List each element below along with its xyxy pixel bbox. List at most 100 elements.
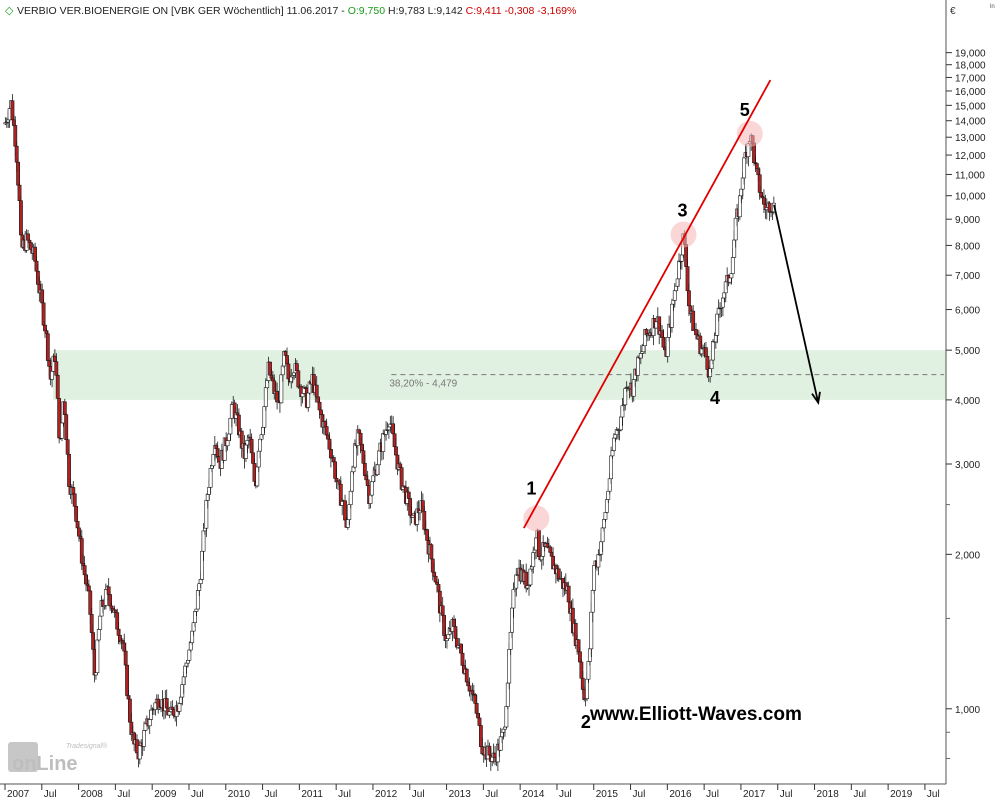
y-tick-label: 1,000 xyxy=(955,705,980,716)
x-tick-label: Jul xyxy=(927,789,940,800)
y-tick-label: 14,000 xyxy=(955,117,986,128)
y-tick-label: 17,000 xyxy=(955,73,986,84)
header-open: O:9,750 xyxy=(348,5,386,17)
y-tick-label: 2,000 xyxy=(955,550,980,561)
support-zone-layer: 38,20% - 4,479 xyxy=(53,350,946,400)
wave-highlight-circle xyxy=(736,120,763,147)
x-tick-label: 2011 xyxy=(301,789,323,800)
x-tick-label: 2014 xyxy=(522,789,545,800)
y-tick-label: 9,000 xyxy=(955,215,980,226)
candle-body xyxy=(194,608,199,612)
projection-arrow-head xyxy=(811,391,821,406)
candle-body xyxy=(19,200,23,236)
x-tick-label: Jul xyxy=(485,789,498,800)
x-tick-label: 2012 xyxy=(375,789,398,800)
x-tick-label: 2013 xyxy=(449,789,472,800)
candle-body xyxy=(504,706,509,728)
candle-body xyxy=(109,605,114,609)
y-tick-label: 8,000 xyxy=(955,241,980,252)
x-tick-label: Jul xyxy=(117,789,130,800)
x-tick-label: Jul xyxy=(559,789,572,800)
candle-body xyxy=(636,356,640,376)
x-tick-label: Jul xyxy=(191,789,204,800)
y-tick-label: 13,000 xyxy=(955,133,986,144)
wave-label-2: 2 xyxy=(581,712,591,732)
x-tick-label: 2015 xyxy=(596,789,619,800)
candle-layer xyxy=(3,94,776,771)
candle-body xyxy=(609,455,614,480)
candle-body xyxy=(394,446,398,456)
tradesignal-watermark: Tradesignal® onLine xyxy=(8,742,108,775)
fib-level-label: 38,20% - 4,479 xyxy=(389,379,457,390)
y-axis: 1,000 2,000 3,000 4,000 5,000 6,000 7,000 8,000… xyxy=(946,49,986,760)
chart-header: VERBIO VER.BIOENERGIE ON [VBK GER Wöchen… xyxy=(17,5,576,17)
candle-body xyxy=(350,471,355,492)
candle-body xyxy=(514,574,519,589)
candle-body xyxy=(96,629,101,641)
x-tick-label: 2008 xyxy=(81,789,104,800)
projection-arrow-line xyxy=(773,204,820,403)
candle-body xyxy=(730,257,735,274)
candle-body xyxy=(263,387,268,407)
y-tick-label: 18,000 xyxy=(955,61,986,72)
candle-body xyxy=(258,438,263,452)
candle-body xyxy=(16,161,21,186)
x-tick-label: 2007 xyxy=(7,789,30,800)
x-tick-label: Jul xyxy=(44,789,57,800)
candle-body xyxy=(537,529,541,558)
candle-body xyxy=(429,544,434,560)
y-tick-label: 6,000 xyxy=(955,306,980,317)
candle-body xyxy=(348,490,353,505)
diamond-marker-icon: ◇ xyxy=(5,5,14,17)
x-tick-label: 2009 xyxy=(154,789,177,800)
candle-body xyxy=(377,450,381,466)
watermark-badge xyxy=(8,742,38,772)
candle-body xyxy=(54,361,59,376)
candle-body xyxy=(147,719,152,727)
wave-label-4: 4 xyxy=(710,388,720,408)
candle-body xyxy=(548,546,553,553)
candle-body xyxy=(142,730,146,747)
website-label: www.Elliott-Waves.com xyxy=(589,704,802,725)
candle-body xyxy=(511,589,516,609)
x-tick-label: Jul xyxy=(633,789,646,800)
log-scale-mark: ln xyxy=(990,4,995,10)
y-tick-label: 7,000 xyxy=(955,271,980,282)
header-high-low: H:9,783 L:9,142 xyxy=(385,5,466,17)
y-tick-label: 12,000 xyxy=(955,151,986,162)
candle-body xyxy=(50,371,54,380)
x-tick-label: 2018 xyxy=(817,789,840,800)
y-tick-label: 16,000 xyxy=(955,87,986,98)
x-tick-label: 2010 xyxy=(228,789,251,800)
candle-body xyxy=(177,703,182,712)
wave-label-5: 5 xyxy=(740,100,750,120)
candle-body xyxy=(64,414,69,441)
candle-body xyxy=(72,493,77,507)
candle-body xyxy=(754,163,759,170)
header-prefix: VERBIO VER.BIOENERGIE ON [VBK GER Wöchen… xyxy=(17,5,348,17)
x-tick-label: Jul xyxy=(338,789,351,800)
candle-body xyxy=(711,340,715,361)
y-tick-label: 19,000 xyxy=(955,49,986,60)
overlay-layer: 1 2 3 4 5 xyxy=(523,79,821,732)
candle-body xyxy=(98,615,103,630)
wave-label-1: 1 xyxy=(526,478,536,498)
candle-body xyxy=(225,440,230,447)
candle-body xyxy=(704,347,708,357)
x-tick-label: 2016 xyxy=(669,789,692,800)
wave-label-3: 3 xyxy=(678,201,688,221)
candle-body xyxy=(45,333,50,361)
header-close-change: C:9,411 -0,308 -3,169% xyxy=(466,5,577,17)
candle-body xyxy=(314,384,319,398)
candle-body xyxy=(592,565,597,591)
x-tick-label: Jul xyxy=(265,789,278,800)
x-tick-label: Jul xyxy=(706,789,719,800)
candle-body xyxy=(687,290,691,307)
y-tick-label: 10,000 xyxy=(955,192,986,203)
candle-body xyxy=(596,554,601,568)
y-tick-label: 4,000 xyxy=(955,396,980,407)
candle-body xyxy=(477,717,482,726)
